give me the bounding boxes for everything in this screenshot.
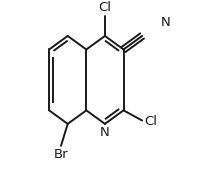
- Text: Cl: Cl: [98, 1, 111, 14]
- Text: Br: Br: [54, 148, 68, 161]
- Text: Cl: Cl: [144, 115, 157, 128]
- Text: N: N: [161, 16, 170, 29]
- Text: N: N: [100, 125, 110, 139]
